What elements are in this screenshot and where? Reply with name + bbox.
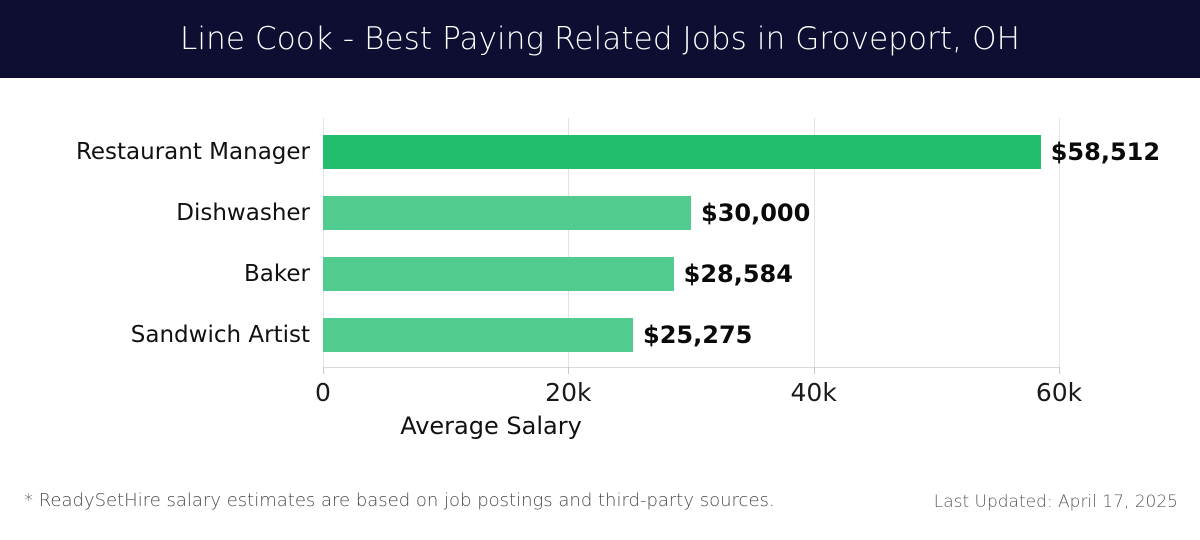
x-axis-line — [323, 367, 1060, 368]
bar-value-label: $25,275 — [643, 321, 753, 349]
gridline — [813, 118, 815, 368]
last-updated-text: Last Updated: April 17, 2025 — [933, 492, 1178, 512]
footer: * ReadySetHire salary estimates are base… — [0, 490, 1200, 540]
x-tick-mark — [323, 367, 324, 374]
bar-row: Baker $28,584 — [0, 257, 1200, 291]
title-bar: Line Cook - Best Paying Related Jobs in … — [0, 0, 1200, 78]
x-tick-label: 0 — [315, 378, 331, 407]
bar[interactable] — [323, 257, 674, 291]
bar-value-label: $30,000 — [701, 199, 811, 227]
x-tick-label: 60k — [1035, 378, 1083, 407]
gridline — [1059, 118, 1060, 368]
gridline — [323, 118, 324, 368]
bar[interactable] — [323, 196, 691, 230]
gridline — [568, 118, 570, 368]
x-tick-label: 20k — [545, 378, 592, 407]
bar-value-label: $58,512 — [1050, 138, 1161, 166]
bar-row: Sandwich Artist $25,275 — [0, 318, 1200, 352]
x-tick-label: 40k — [790, 378, 837, 407]
x-axis-label: Average Salary — [0, 412, 1200, 440]
bar[interactable] — [323, 135, 1041, 169]
x-tick-mark — [568, 367, 570, 374]
x-tick-mark — [813, 367, 815, 374]
x-axis-label-text: Average Salary — [400, 412, 582, 440]
category-label: Dishwasher — [176, 200, 310, 226]
category-label: Baker — [244, 261, 310, 287]
category-label: Restaurant Manager — [75, 139, 310, 165]
bar-value-label: $28,584 — [683, 260, 793, 288]
footnote-text: * ReadySetHire salary estimates are base… — [24, 490, 775, 511]
bar[interactable] — [323, 318, 634, 352]
bar-row: Restaurant Manager $58,512 — [0, 135, 1200, 169]
category-label: Sandwich Artist — [130, 322, 310, 348]
bar-row: Dishwasher $30,000 — [0, 196, 1200, 230]
x-tick-mark — [1059, 367, 1060, 374]
bar-chart-plot: 0 20k 40k 60k Restaurant Manager $58,512 Dish… — [0, 78, 1200, 458]
page-title: Line Cook - Best Paying Related Jobs in … — [180, 20, 1020, 57]
